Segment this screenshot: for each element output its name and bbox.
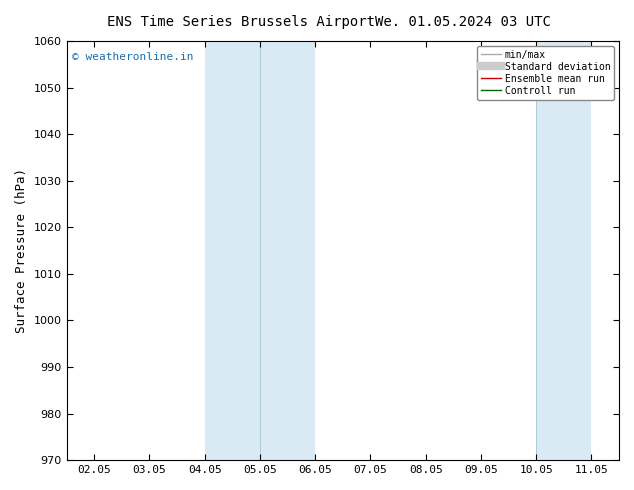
Text: We. 01.05.2024 03 UTC: We. 01.05.2024 03 UTC	[375, 15, 551, 29]
Bar	[205, 41, 260, 460]
Legend: min/max, Standard deviation, Ensemble mean run, Controll run: min/max, Standard deviation, Ensemble me…	[477, 46, 614, 99]
Y-axis label: Surface Pressure (hPa): Surface Pressure (hPa)	[15, 168, 28, 333]
Bar	[536, 41, 592, 460]
Bar	[260, 41, 315, 460]
Text: © weatheronline.in: © weatheronline.in	[72, 51, 193, 62]
Text: ENS Time Series Brussels Airport: ENS Time Series Brussels Airport	[107, 15, 375, 29]
